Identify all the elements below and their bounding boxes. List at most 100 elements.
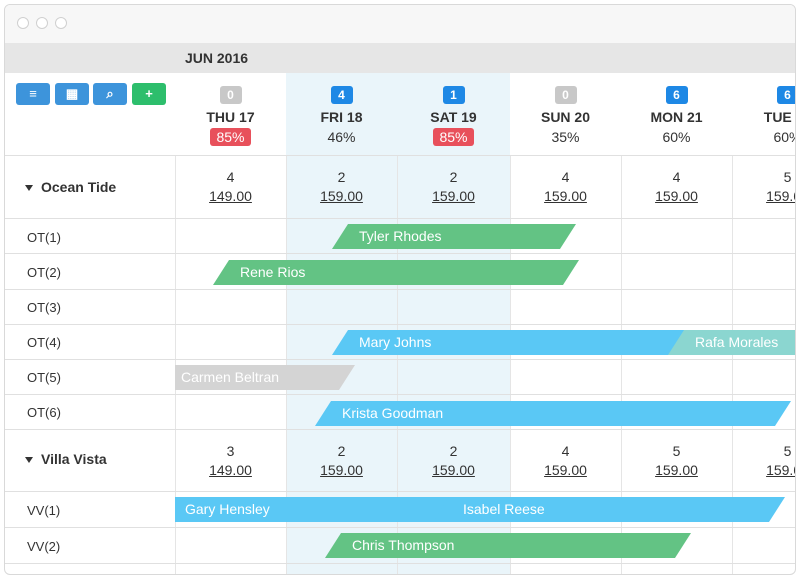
group-name: Villa Vista xyxy=(41,451,107,467)
availability-badge: 4 xyxy=(330,86,353,104)
availability-badge: 0 xyxy=(219,86,242,104)
day-summary-cell[interactable]: 5 159.00 xyxy=(732,443,795,478)
guest-name: Isabel Reese xyxy=(463,501,545,517)
grid-hline xyxy=(5,289,795,290)
maximize-window-dot[interactable] xyxy=(55,17,67,29)
day-name: THU 17 xyxy=(206,109,255,125)
close-window-dot[interactable] xyxy=(17,17,29,29)
occupancy-percent: 85% xyxy=(433,128,474,146)
minimize-window-dot[interactable] xyxy=(36,17,48,29)
rooms-count: 5 xyxy=(783,443,792,459)
rooms-count: 2 xyxy=(337,443,346,459)
calendar-button[interactable]: ▦ xyxy=(55,83,89,105)
occupancy-percent: 60% xyxy=(662,129,691,145)
booking-bar[interactable]: Rafa Morales xyxy=(668,330,795,355)
day-summary-cell[interactable]: 4 149.00 xyxy=(175,169,286,204)
group-name: Ocean Tide xyxy=(41,179,117,195)
month-label: JUN 2016 xyxy=(185,50,249,66)
rate-link[interactable]: 159.00 xyxy=(432,462,475,478)
grid-hline xyxy=(5,155,795,156)
room-label: OT(2) xyxy=(27,265,61,280)
room-label: VV(1) xyxy=(27,503,61,518)
day-summary-cell[interactable]: 4 159.00 xyxy=(510,169,621,204)
booking-grid: ≡ ▦ ⌕ + 0 THU 17 85% 4 FRI 18 46% 1 SAT … xyxy=(5,73,795,574)
guest-name: Tyler Rhodes xyxy=(359,228,442,244)
rate-link[interactable]: 149.00 xyxy=(209,462,252,478)
rate-link[interactable]: 159.00 xyxy=(766,462,795,478)
occupancy-percent: 85% xyxy=(210,128,251,146)
day-summary-cell[interactable]: 2 159.00 xyxy=(397,169,510,204)
grid-vline xyxy=(175,155,176,574)
rate-link[interactable]: 159.00 xyxy=(320,462,363,478)
day-name: SUN 20 xyxy=(540,109,591,125)
day-summary-cell[interactable]: 4 159.00 xyxy=(510,443,621,478)
guest-name: Carmen Beltran xyxy=(181,369,280,385)
grid-vline xyxy=(397,155,398,574)
booking-bar[interactable]: Krista Goodman xyxy=(315,401,791,426)
booking-bar[interactable]: Gary Hensley xyxy=(175,497,457,522)
grid-vline xyxy=(286,155,287,574)
booking-bar[interactable]: Isabel Reese xyxy=(433,497,785,522)
grid-hline xyxy=(5,394,795,395)
search-icon: ⌕ xyxy=(106,86,114,101)
day-summary-cell[interactable]: 2 159.00 xyxy=(286,443,397,478)
rooms-count: 5 xyxy=(672,443,681,459)
menu-button[interactable]: ≡ xyxy=(16,83,50,105)
room-label: OT(6) xyxy=(27,405,61,420)
occupancy-percent: 60% xyxy=(773,129,795,145)
room-label: OT(5) xyxy=(27,370,61,385)
rooms-count: 4 xyxy=(672,169,681,185)
availability-badge: 6 xyxy=(665,86,688,104)
day-header[interactable]: 1 SAT 19 85% xyxy=(397,73,510,155)
day-summary-cell[interactable]: 4 159.00 xyxy=(621,169,732,204)
rate-link[interactable]: 159.00 xyxy=(544,462,587,478)
grid-hline xyxy=(5,429,795,430)
booking-bar[interactable]: Carmen Beltran xyxy=(175,365,355,390)
day-header[interactable]: 6 TUE 22 60% xyxy=(732,73,795,155)
grid-hline xyxy=(5,359,795,360)
guest-name: Gary Hensley xyxy=(185,501,270,517)
group-toggle-villa-vista[interactable]: Villa Vista xyxy=(25,451,107,467)
grid-vline xyxy=(621,155,622,574)
day-summary-cell[interactable]: 5 159.00 xyxy=(732,169,795,204)
day-header[interactable]: 0 SUN 20 35% xyxy=(510,73,621,155)
rate-link[interactable]: 159.00 xyxy=(655,188,698,204)
group-toggle-ocean-tide[interactable]: Ocean Tide xyxy=(25,179,116,195)
day-header[interactable]: 4 FRI 18 46% xyxy=(286,73,397,155)
availability-badge: 6 xyxy=(776,86,795,104)
day-summary-cell[interactable]: 2 159.00 xyxy=(397,443,510,478)
guest-name: Mary Johns xyxy=(359,334,432,350)
guest-name: Chris Thompson xyxy=(352,537,455,553)
grid-hline xyxy=(5,218,795,219)
search-button[interactable]: ⌕ xyxy=(93,83,127,105)
guest-name: Rafa Morales xyxy=(695,334,779,350)
caret-down-icon xyxy=(25,185,33,192)
booking-bar[interactable]: Tyler Rhodes xyxy=(332,224,576,249)
rate-link[interactable]: 159.00 xyxy=(544,188,587,204)
rate-link[interactable]: 159.00 xyxy=(655,462,698,478)
rooms-count: 5 xyxy=(783,169,792,185)
rooms-count: 2 xyxy=(449,169,458,185)
booking-bar[interactable]: Mary Johns xyxy=(332,330,690,355)
rate-link[interactable]: 159.00 xyxy=(320,188,363,204)
occupancy-percent: 46% xyxy=(327,129,356,145)
room-label: OT(1) xyxy=(27,230,61,245)
day-header[interactable]: 6 MON 21 60% xyxy=(621,73,732,155)
booking-bar[interactable]: Chris Thompson xyxy=(325,533,691,558)
month-bar: JUN 2016 xyxy=(5,43,795,73)
rooms-count: 4 xyxy=(561,443,570,459)
day-header[interactable]: 0 THU 17 85% xyxy=(175,73,286,155)
day-summary-cell[interactable]: 5 159.00 xyxy=(621,443,732,478)
rate-link[interactable]: 149.00 xyxy=(209,188,252,204)
day-name: SAT 19 xyxy=(430,109,477,125)
availability-badge: 1 xyxy=(442,86,465,104)
grid-hline xyxy=(5,253,795,254)
add-booking-button[interactable]: + xyxy=(132,83,166,105)
day-summary-cell[interactable]: 3 149.00 xyxy=(175,443,286,478)
grid-vline xyxy=(510,155,511,574)
calendar-icon: ▦ xyxy=(65,86,79,101)
day-summary-cell[interactable]: 2 159.00 xyxy=(286,169,397,204)
booking-bar[interactable]: Rene Rios xyxy=(213,260,579,285)
rate-link[interactable]: 159.00 xyxy=(432,188,475,204)
rate-link[interactable]: 159.00 xyxy=(766,188,795,204)
